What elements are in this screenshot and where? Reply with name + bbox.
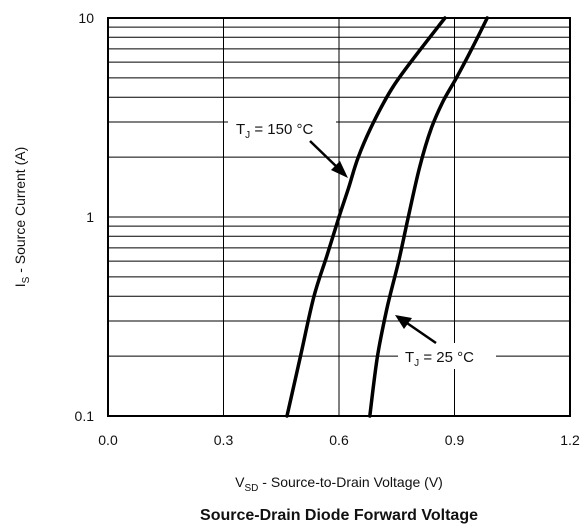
x-tick-label-3: 0.9 xyxy=(445,432,465,448)
x-tick-label-2: 0.6 xyxy=(329,432,349,448)
x-tick-label-4: 1.2 xyxy=(560,432,580,448)
x-tick-label-1: 0.3 xyxy=(214,432,234,448)
series-lines xyxy=(285,16,489,418)
y-tick-labels: 0.1 1 10 xyxy=(75,10,95,424)
y-tick-label-2: 10 xyxy=(78,10,94,26)
annotation-150-arrowhead xyxy=(331,161,348,178)
x-tick-label-0: 0.0 xyxy=(98,432,118,448)
annotation-150: TJ = 150 °C xyxy=(228,115,348,178)
plot-frame xyxy=(107,17,571,417)
y-tick-label-1: 1 xyxy=(86,209,94,225)
y-tick-label-0: 0.1 xyxy=(75,408,95,424)
annotation-150-arrow xyxy=(309,140,341,171)
annotation-25-label: TJ = 25 °C xyxy=(405,349,474,369)
annotation-25-arrow xyxy=(403,319,437,345)
chart-title: Source-Drain Diode Forward Voltage xyxy=(200,507,478,524)
annotation-25-arrowhead xyxy=(395,315,412,329)
annotation-150-label: TJ = 150 °C xyxy=(236,121,313,141)
annotation-25: TJ = 25 °C xyxy=(395,315,496,369)
grid xyxy=(108,18,570,416)
y-axis-label: IS - Source Current (A) xyxy=(12,147,32,288)
x-tick-labels: 0.0 0.3 0.6 0.9 1.2 xyxy=(98,432,580,448)
series-line-0 xyxy=(285,16,447,418)
x-axis-label: VSD - Source-to-Drain Voltage (V) xyxy=(235,474,443,494)
series-line-1 xyxy=(368,16,489,418)
